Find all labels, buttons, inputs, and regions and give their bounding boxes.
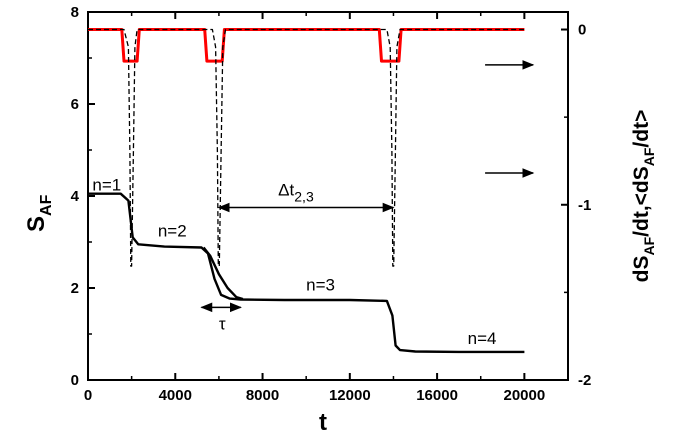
y-right-axis-title: dSAF/dt,<dSAF/dt>: [630, 110, 657, 283]
plot-area: [87, 11, 569, 381]
y-left-tick-label: 0: [71, 372, 79, 389]
y-right-tick-label: -1: [578, 197, 591, 214]
annotation-label: n=3: [306, 275, 335, 294]
y-left-tick-label: 4: [71, 188, 80, 205]
y-right-tick-label: -2: [578, 372, 591, 389]
annotation-label: n=1: [92, 175, 121, 194]
x-tick-label: 20000: [504, 387, 546, 404]
x-tick-label: 4000: [159, 387, 192, 404]
axes: 0 4000 8000 12000 16000 20000 0 2 4 6 8 0 -1 -2 t SAF dS…: [23, 4, 657, 436]
x-axis-title: t: [319, 409, 327, 436]
series-layer: [88, 28, 525, 354]
annotations: n=1 n=2 n=3 n=4 τ Δt2,3: [92, 60, 535, 348]
y-right-tick-label: 0: [578, 22, 586, 39]
annotation-label: τ: [219, 314, 226, 333]
series-line-3: [88, 28, 525, 267]
y-left-tick-label: 6: [71, 96, 79, 113]
annotation-label: n=4: [468, 329, 497, 348]
y-left-axis-title: SAF: [23, 194, 55, 232]
series-line-2: [88, 28, 525, 63]
plot-frame: [87, 11, 569, 381]
x-tick-label: 16000: [416, 387, 458, 404]
series-line-1: [202, 246, 244, 301]
x-tick-label: 12000: [329, 387, 371, 404]
x-tick-label: 8000: [246, 387, 279, 404]
y-left-tick-label: 2: [71, 280, 79, 297]
series-line-0: [88, 192, 525, 354]
annotation-label: n=2: [158, 221, 187, 240]
y-left-tick-label: 8: [71, 4, 79, 21]
x-tick-label: 0: [84, 387, 92, 404]
delta-t-label: Δt2,3: [278, 181, 314, 205]
